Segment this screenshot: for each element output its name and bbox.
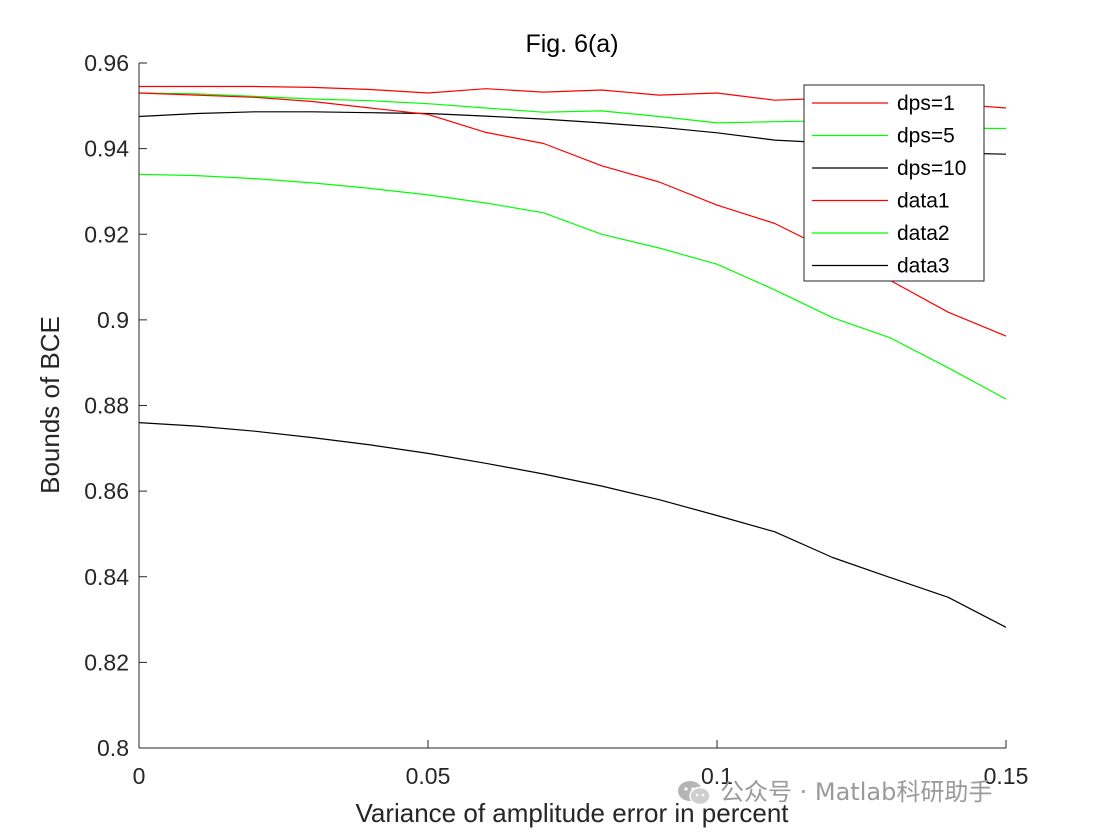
x-tick-label: 0.05: [406, 763, 451, 789]
tick-labels: 0 0.05 0.1 0.15 0.8 0.82 0.84 0.86 0.88 0.9 0.92 0.…: [84, 50, 1028, 789]
y-tick-label: 0.92: [84, 221, 129, 247]
y-tick-label: 0.84: [84, 564, 129, 590]
legend-box: [803, 84, 985, 282]
y-tick-label: 0.9: [97, 307, 129, 333]
legend: dps=1 dps=5 dps=10 data1 data2 data3: [803, 84, 985, 282]
wechat-icon: [678, 781, 711, 806]
y-tick-label: 0.82: [84, 649, 129, 675]
series-line-data3: [138, 422, 1007, 628]
legend-label-data2: data2: [897, 222, 950, 245]
y-tick-label: 0.8: [97, 735, 129, 761]
watermark: 公众号 · Matlab科研助手: [676, 772, 992, 807]
legend-label-dps=1: dps=1: [897, 92, 955, 115]
x-tick-label: 0.1: [701, 763, 733, 789]
y-tick-label: 0.94: [84, 136, 129, 162]
x-axis-title: Variance of amplitude error in percent: [355, 798, 789, 828]
y-tick-label: 0.88: [84, 393, 129, 419]
y-tick-label: 0.96: [84, 50, 129, 76]
series-line-data2: [138, 173, 1007, 400]
legend-label-dps=5: dps=5: [897, 125, 955, 148]
y-tick-label: 0.86: [84, 478, 129, 504]
legend-items: dps=1 dps=5 dps=10 data1 data2 data3: [812, 92, 966, 278]
legend-label-dps=10: dps=10: [897, 157, 966, 180]
watermark-text: 公众号 · Matlab科研助手: [720, 778, 993, 806]
axes-layer: [138, 62, 1007, 749]
x-tick-label: 0.15: [984, 763, 1029, 789]
chart-title: Fig. 6(a): [525, 30, 618, 58]
legend-label-data3: data3: [897, 255, 950, 278]
legend-label-data1: data1: [897, 190, 950, 213]
y-axis-title: Bounds of BCE: [35, 316, 65, 494]
x-tick-label: 0: [133, 763, 146, 789]
